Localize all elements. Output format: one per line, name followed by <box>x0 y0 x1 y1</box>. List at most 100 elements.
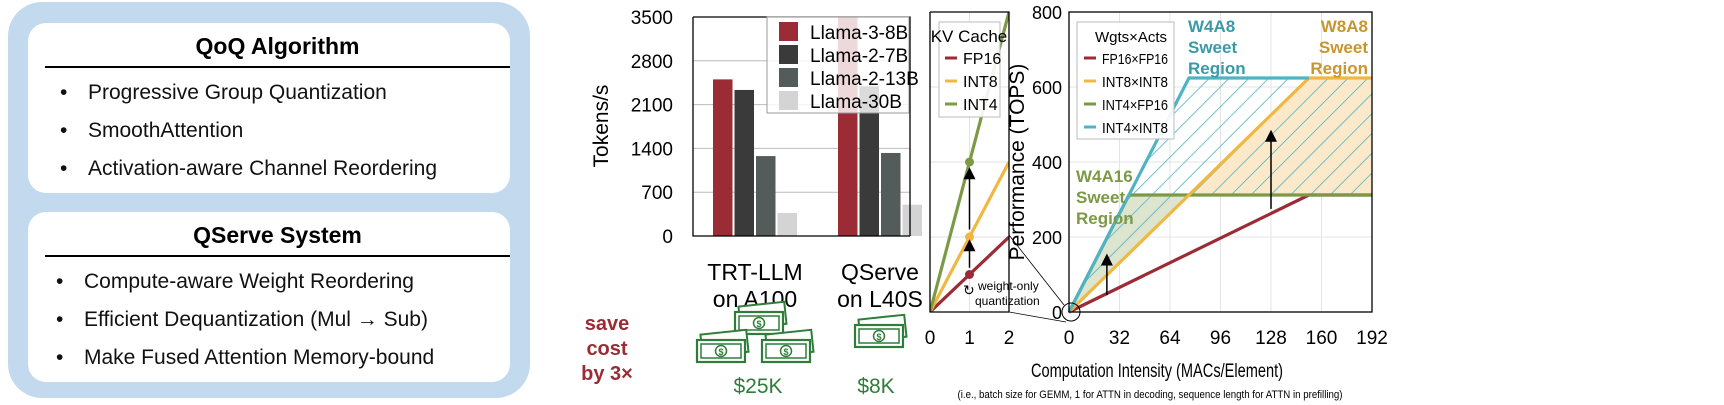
kv-point-int4 <box>965 157 974 167</box>
price-a100: $25K <box>733 375 782 398</box>
legend-label: INT8×INT8 <box>1102 74 1168 91</box>
legend-swatch <box>779 22 798 41</box>
kv-annotation: weight-only <box>977 279 1039 293</box>
legend-swatch <box>779 91 798 110</box>
qserve-item: Make Fused Attention Memory-bound <box>56 339 510 377</box>
x-tick-label: 192 <box>1356 328 1388 349</box>
roofline-xlabel-note: (i.e., batch size for GEMM, 1 for ATTN i… <box>958 389 1343 401</box>
bar-llama-3-8b <box>713 79 733 236</box>
zoom-circle <box>1061 302 1081 322</box>
money-bill-icon: $ <box>695 328 750 364</box>
legend-box <box>938 21 1001 118</box>
x-tick-label: 2 <box>1004 328 1015 349</box>
legend-swatch <box>779 68 798 87</box>
bill-inner <box>858 328 900 344</box>
money-bill-icon: $ <box>760 328 815 364</box>
bill-dollar: $ <box>876 332 881 342</box>
bar-llama-2-7b <box>734 89 754 236</box>
x-tick-label: 0 <box>925 328 936 349</box>
legend-label: INT4×INT8 <box>1102 120 1168 137</box>
x-tick-label: 160 <box>1306 328 1338 349</box>
bill-coin <box>714 344 728 358</box>
bar-axes <box>692 16 911 237</box>
bill-front <box>695 338 747 364</box>
legend-label: Llama-3-8B <box>810 23 908 44</box>
roofline-axes <box>1068 11 1373 313</box>
region-label-w8a8: Sweet <box>1319 38 1368 57</box>
region-label-w4a16: W4A16 <box>1076 167 1133 186</box>
money-bills-icon: $ $ $ $ <box>695 300 908 364</box>
y-tick-label: 600 <box>1032 78 1062 98</box>
roofline-legend-title: Wgts×Acts <box>1095 29 1167 46</box>
roofline-legend: FP16×FP16 INT8×INT8 INT4×FP16 INT4×INT8 <box>1076 21 1175 140</box>
kv-point-fp16 <box>965 270 974 279</box>
category-label: on L40S <box>837 286 923 312</box>
money-bill-icon: $ <box>853 313 908 349</box>
bar-llama-30b <box>777 212 797 236</box>
techniques-panel: QoQ Algorithm Progressive Group Quantiza… <box>8 2 530 398</box>
region-label-w4a16: Sweet <box>1076 188 1125 207</box>
kv-legend-title: KV Cache <box>931 27 1008 46</box>
y-tick-label: 1400 <box>631 139 673 160</box>
category-label: TRT-LLM <box>707 259 802 285</box>
roofline-ylabel: Performance (TOPS) <box>1006 64 1029 261</box>
kv-point-int8 <box>965 232 974 242</box>
bill-dollar: $ <box>783 347 788 357</box>
legend-label: Llama-30B <box>810 92 902 113</box>
roofline-xlabel: Computation Intensity (MACs/Element) <box>1031 361 1283 382</box>
bill-inner <box>738 315 780 331</box>
bar-llama-2-13b <box>881 152 901 236</box>
legend-label: INT4×FP16 <box>1102 97 1168 114</box>
qserve-title: QServe System <box>45 212 510 257</box>
x-tick-label: 128 <box>1255 328 1287 349</box>
rotate-arrow-icon: ↻ <box>963 282 975 298</box>
region-label-w4a8: Region <box>1188 59 1246 78</box>
qoq-item: Activation-aware Channel Reordering <box>60 150 510 188</box>
qoq-algorithm-card: QoQ Algorithm Progressive Group Quantiza… <box>28 23 510 193</box>
bill-coin <box>872 329 886 343</box>
region-label-w8a8: W8A8 <box>1321 17 1368 36</box>
y-tick-label: 2800 <box>631 52 673 73</box>
bill-front <box>853 323 905 349</box>
x-tick-label: 0 <box>1064 328 1075 349</box>
region-label-w8a8: Region <box>1310 59 1368 78</box>
y-tick-label: 800 <box>1032 3 1062 23</box>
roofline-int4xint8 <box>1067 76 1309 313</box>
x-tick-label: 1 <box>964 328 975 349</box>
legend-label: FP16 <box>963 51 1001 68</box>
qserve-item: Efficient Dequantization (Mul → Sub) <box>56 301 510 339</box>
bar-llama-2-13b <box>756 156 776 236</box>
region-label-w4a16: Region <box>1076 209 1134 228</box>
kv-annotation: quantization <box>975 294 1040 308</box>
qoq-item: Progressive Group Quantization <box>60 74 510 112</box>
category-label: QServe <box>841 259 919 285</box>
qserve-item: Compute-aware Weight Reordering <box>56 263 510 301</box>
kv-legend: FP16 INT8 INT4 <box>938 21 1001 118</box>
money-bill-icon: $ <box>733 300 788 336</box>
legend-label: Llama-2-7B <box>810 46 908 67</box>
kv-axes <box>929 11 1010 313</box>
zoom-connector <box>1008 311 1067 323</box>
y-tick-label: 3500 <box>631 8 673 29</box>
legend-swatch <box>779 45 798 64</box>
bar-llama-2-7b <box>859 86 879 236</box>
y-tick-label: 2100 <box>631 96 673 117</box>
bill-inner <box>765 343 807 359</box>
region-label-w4a8: W4A8 <box>1188 17 1235 36</box>
legend-label: INT4 <box>963 97 998 114</box>
bill-dollar: $ <box>756 319 761 329</box>
save-cost-text: by 3× <box>581 363 633 385</box>
bill-front <box>733 310 785 336</box>
legend-label: FP16×FP16 <box>1102 51 1168 68</box>
save-cost-text: cost <box>586 338 627 360</box>
y-tick-label: 0 <box>662 227 673 248</box>
bill-inner <box>700 343 742 359</box>
bill-dollar: $ <box>718 347 723 357</box>
bar-llama-30b <box>902 204 922 236</box>
y-tick-label: 700 <box>641 183 673 204</box>
x-tick-label: 64 <box>1159 328 1181 349</box>
legend-label: INT8 <box>963 74 998 91</box>
zoom-connector <box>1008 234 1065 306</box>
bill-front <box>760 338 812 364</box>
